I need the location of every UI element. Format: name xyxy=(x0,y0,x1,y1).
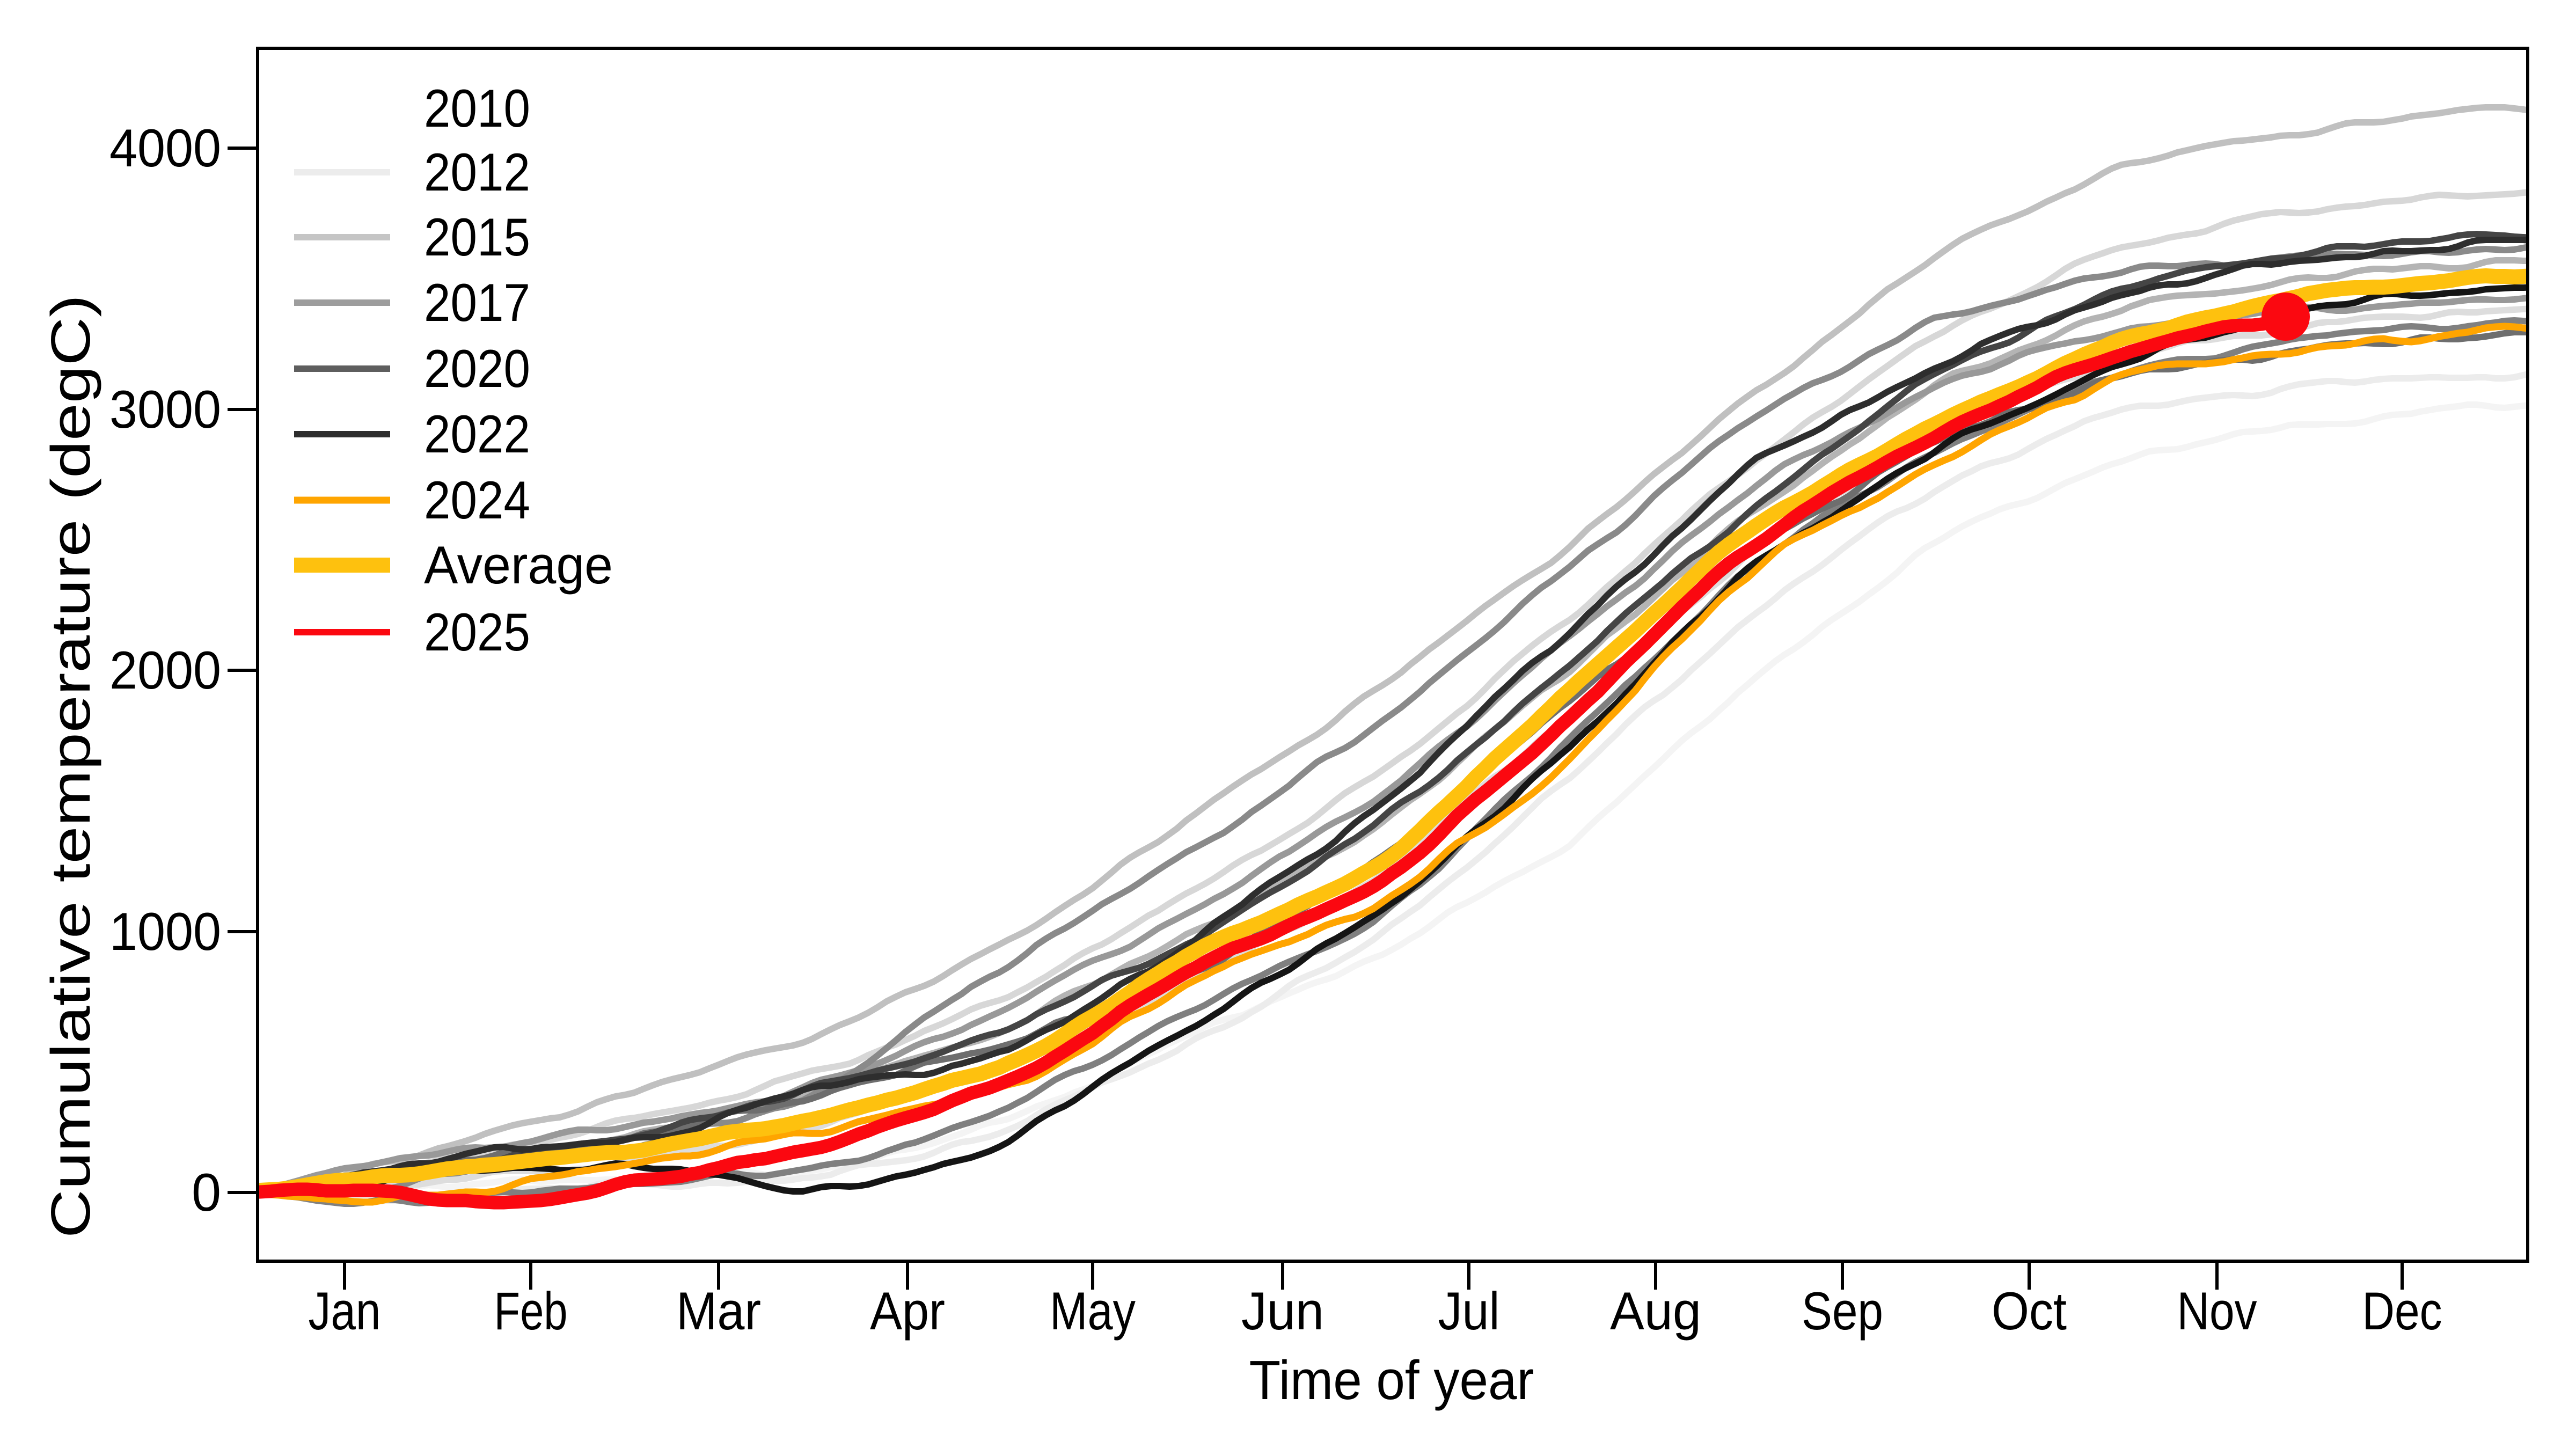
svg-text:2017: 2017 xyxy=(424,273,530,332)
svg-text:Average: Average xyxy=(424,535,613,595)
svg-text:2025: 2025 xyxy=(424,602,530,662)
svg-text:2022: 2022 xyxy=(424,404,530,464)
svg-text:Dec: Dec xyxy=(2362,1281,2442,1341)
svg-text:2024: 2024 xyxy=(424,470,530,530)
svg-text:1000: 1000 xyxy=(109,902,221,961)
svg-text:2000: 2000 xyxy=(109,640,221,700)
svg-text:2010: 2010 xyxy=(424,78,530,138)
svg-text:Cumulative temperature (degC): Cumulative temperature (degC) xyxy=(40,295,101,1238)
svg-text:Mar: Mar xyxy=(676,1281,761,1341)
svg-text:Jun: Jun xyxy=(1241,1281,1324,1341)
svg-text:0: 0 xyxy=(192,1162,221,1222)
svg-text:Aug: Aug xyxy=(1610,1281,1701,1341)
svg-text:2020: 2020 xyxy=(424,339,530,398)
svg-text:2015: 2015 xyxy=(424,207,530,267)
svg-text:Feb: Feb xyxy=(494,1281,568,1341)
svg-text:2012: 2012 xyxy=(424,142,530,202)
svg-text:Jul: Jul xyxy=(1438,1281,1500,1341)
svg-text:Apr: Apr xyxy=(870,1281,945,1341)
svg-text:4000: 4000 xyxy=(109,118,221,178)
svg-text:Time of year: Time of year xyxy=(1249,1349,1534,1411)
svg-text:3000: 3000 xyxy=(109,379,221,439)
svg-text:May: May xyxy=(1050,1281,1136,1341)
svg-text:Nov: Nov xyxy=(2177,1281,2257,1341)
svg-text:Oct: Oct xyxy=(1992,1281,2067,1341)
svg-text:Sep: Sep xyxy=(1802,1281,1883,1341)
svg-text:Jan: Jan xyxy=(309,1281,381,1341)
